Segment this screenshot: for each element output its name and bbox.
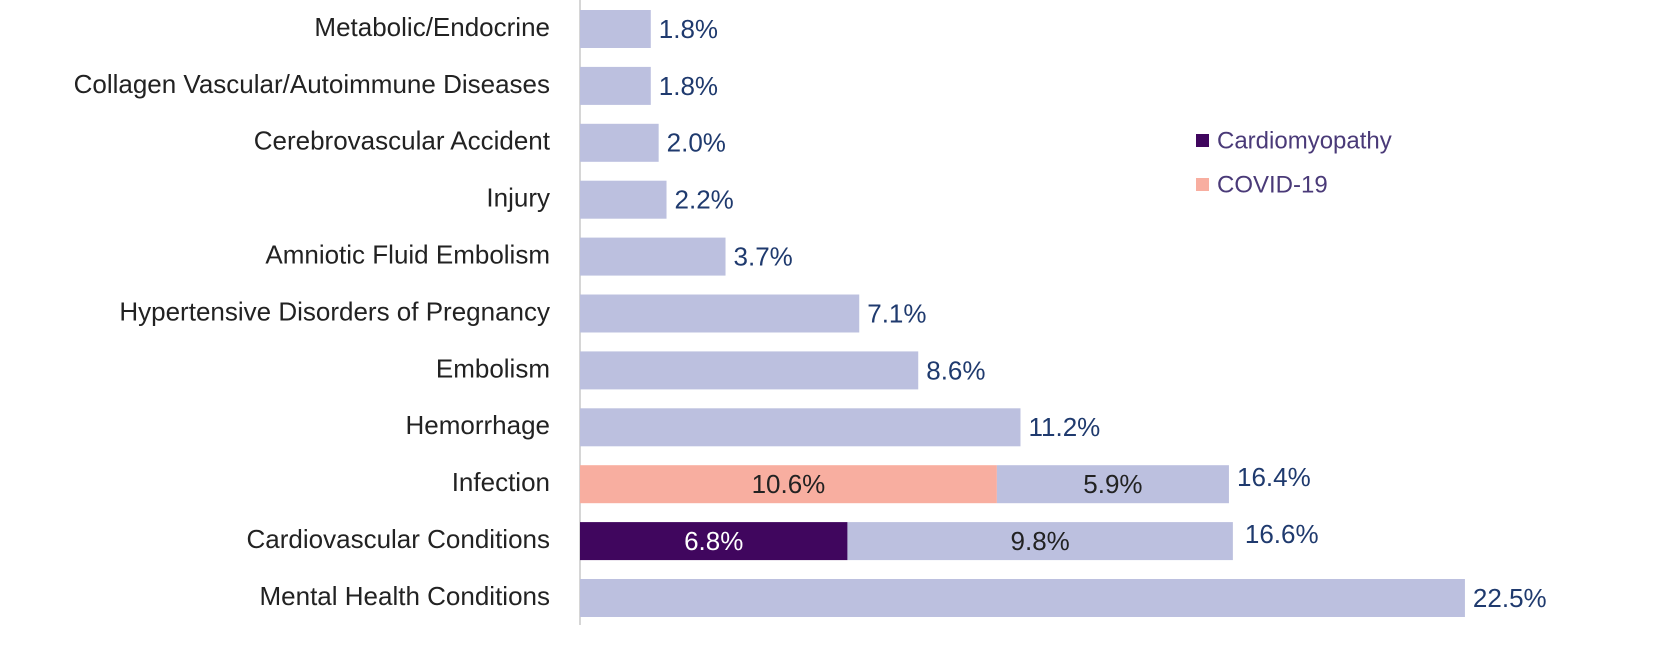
category-label: Mental Health Conditions (260, 581, 551, 611)
category-label: Amniotic Fluid Embolism (265, 239, 550, 269)
category-label: Hypertensive Disorders of Pregnancy (119, 296, 550, 326)
legend-label: Cardiomyopathy (1217, 127, 1392, 154)
category-label: Cardiovascular Conditions (247, 524, 550, 554)
bar-segment (580, 10, 651, 48)
legend-swatch (1196, 134, 1209, 147)
bar-segment (996, 465, 1229, 504)
bar-segment (580, 408, 1021, 447)
category-label: Hemorrhage (405, 410, 550, 440)
data-label: 3.7% (734, 241, 793, 271)
data-label: 1.8% (659, 71, 718, 101)
category-label: Metabolic/Endocrine (314, 12, 550, 42)
bar-segment (580, 66, 651, 105)
data-label: 5.9% (1083, 469, 1142, 499)
data-label: 22.5% (1473, 583, 1547, 613)
data-label: 2.2% (675, 185, 734, 215)
data-label: 10.6% (752, 469, 826, 499)
bar-segment (580, 180, 667, 219)
bar-segment (580, 123, 659, 162)
category-label: Cerebrovascular Accident (254, 126, 551, 156)
category-label: Injury (486, 183, 550, 213)
bar-segment (847, 522, 1233, 561)
bar-segment (580, 237, 726, 276)
category-label: Collagen Vascular/Autoimmune Diseases (74, 69, 550, 99)
data-label: 11.2% (1028, 412, 1100, 442)
category-label: Embolism (436, 353, 550, 383)
bar-segment (580, 522, 848, 561)
total-label: 16.4% (1237, 462, 1311, 492)
data-label: 6.8% (684, 526, 743, 556)
bar-segment (580, 579, 1465, 617)
data-label: 2.0% (667, 128, 726, 158)
data-label: 9.8% (1011, 526, 1070, 556)
data-label: 1.8% (659, 14, 718, 44)
data-label: 8.6% (926, 355, 985, 385)
legend-label: COVID-19 (1217, 171, 1328, 198)
legend-swatch (1196, 178, 1209, 191)
category-label: Infection (452, 467, 550, 497)
data-label: 7.1% (867, 298, 926, 328)
bar-segment (580, 351, 919, 390)
bar-segment (580, 465, 997, 504)
bar-segment (580, 294, 860, 333)
total-label: 16.6% (1245, 519, 1319, 549)
